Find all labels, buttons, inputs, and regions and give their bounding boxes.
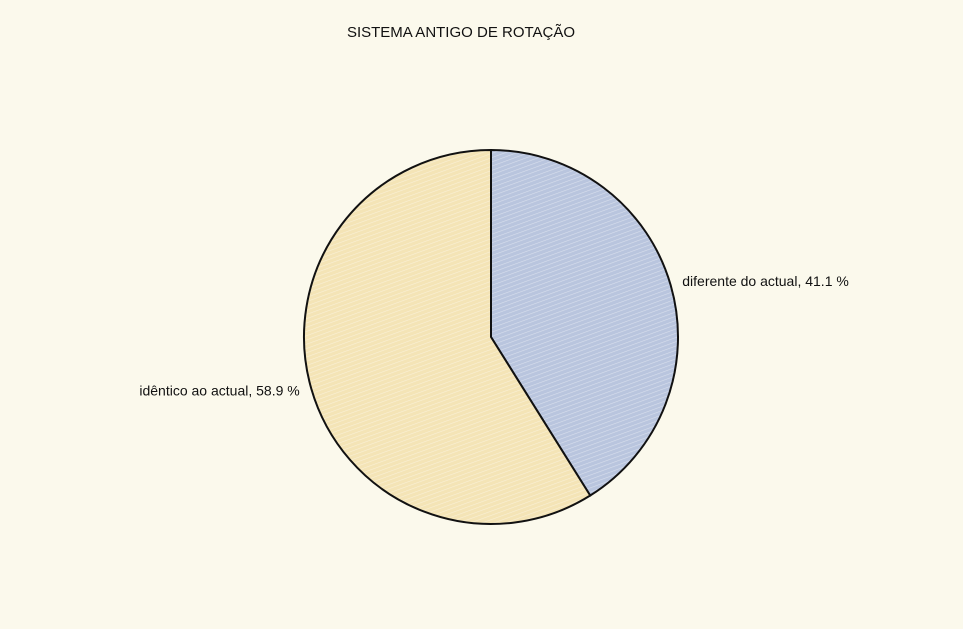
slice-hatch — [490, 148, 679, 497]
chart-title: SISTEMA ANTIGO DE ROTAÇÃO — [347, 24, 575, 41]
data-label: idêntico ao actual, 58.9 % — [139, 383, 299, 399]
data-label: diferente do actual, 41.1 % — [682, 273, 849, 289]
slice-hatch — [303, 148, 592, 525]
